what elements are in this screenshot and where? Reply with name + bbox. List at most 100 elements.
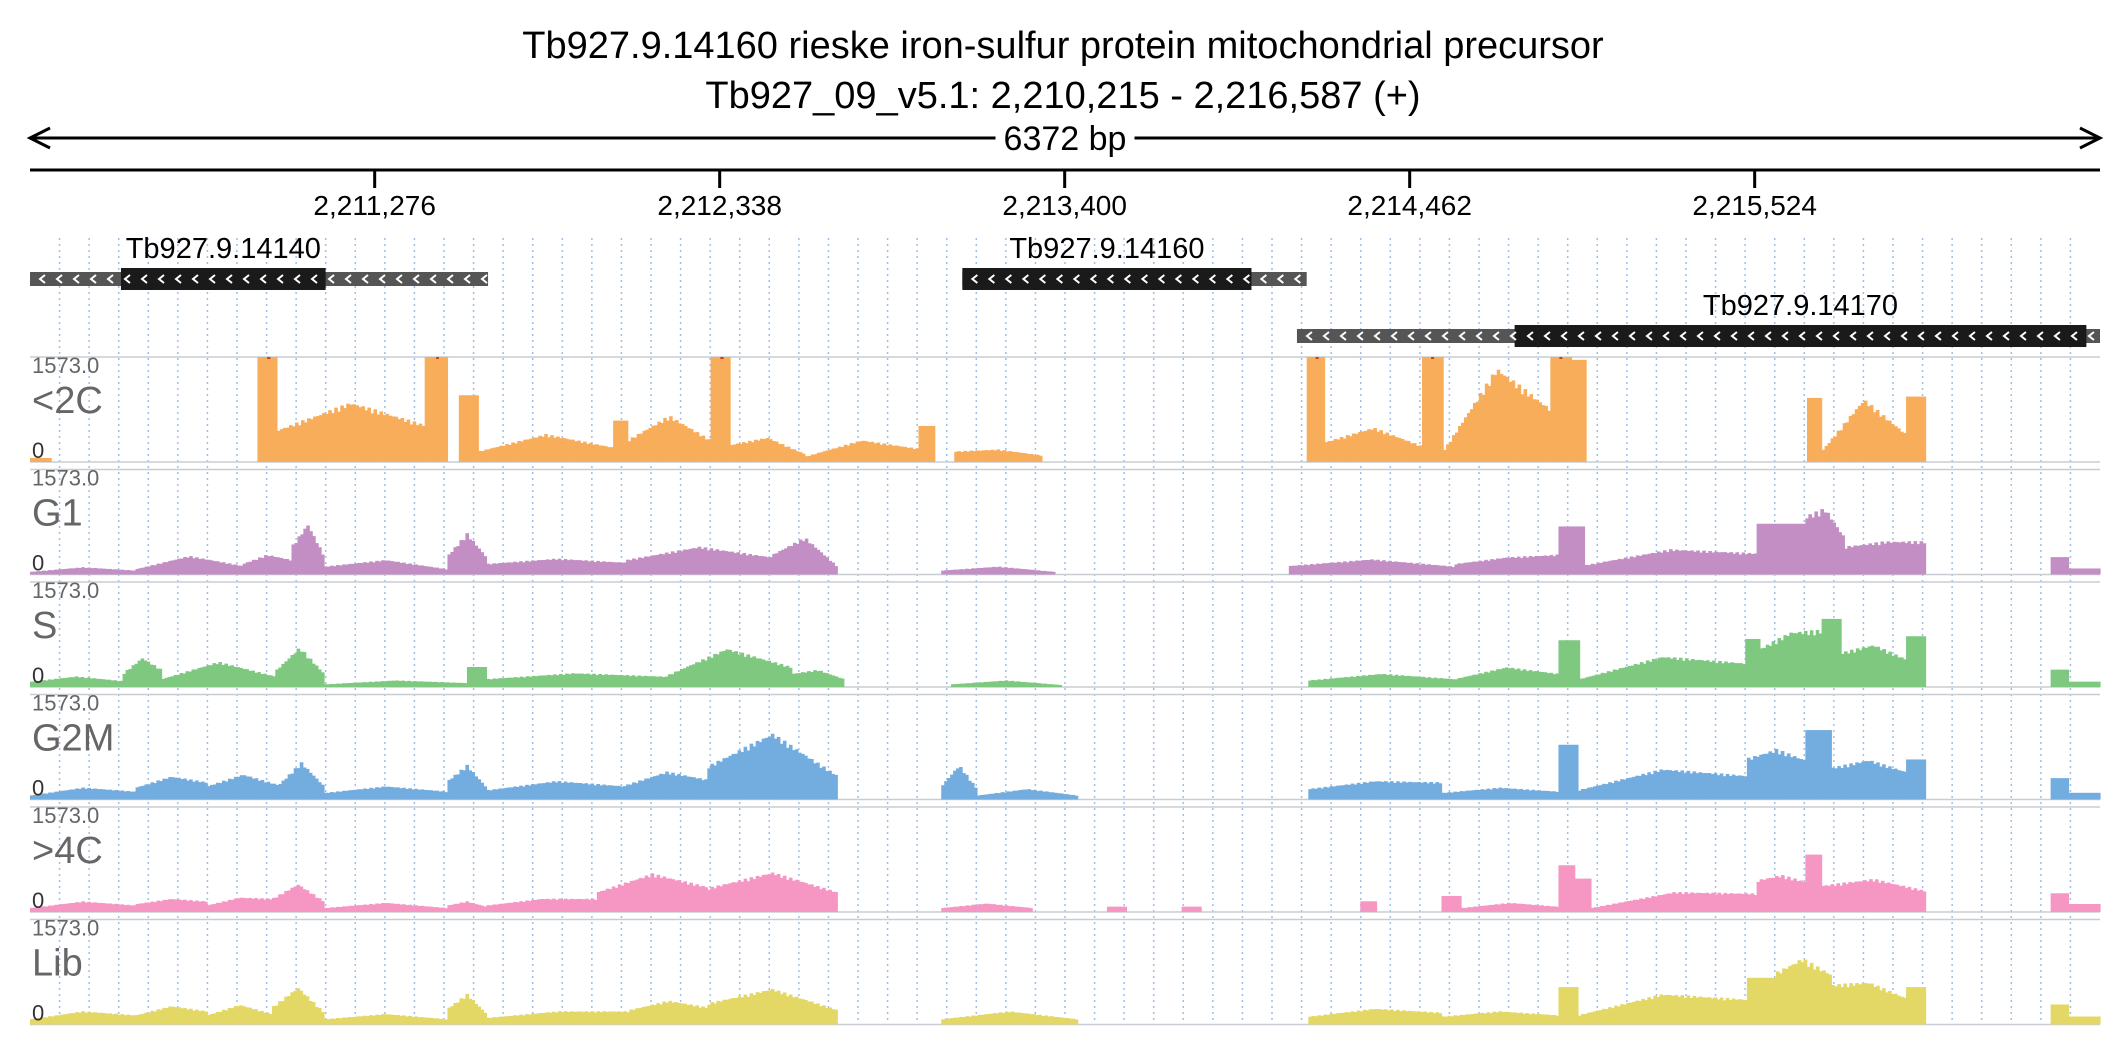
coverage-bar <box>1546 790 1551 800</box>
coverage-bar <box>1814 511 1818 575</box>
coverage-bar <box>1450 1016 1455 1025</box>
coverage-bar <box>1549 672 1554 687</box>
coverage-bar <box>1780 875 1785 912</box>
coverage-bar <box>1848 415 1853 462</box>
coverage-bar <box>1650 999 1654 1025</box>
coverage-bar <box>1460 563 1465 575</box>
coverage-bar <box>632 1009 636 1025</box>
coverage-bar <box>210 1013 214 1025</box>
coverage-bar <box>1350 1011 1355 1025</box>
coverage-bar <box>710 886 714 912</box>
coverage-bar <box>1897 428 1901 462</box>
coverage-bar <box>267 357 271 462</box>
coverage-bar <box>563 559 568 575</box>
coverage-bar <box>408 563 412 575</box>
coverage-bar <box>1650 774 1654 800</box>
coverage-bar <box>1400 562 1404 575</box>
coverage-bar <box>819 670 823 687</box>
coverage-bar <box>577 673 581 687</box>
coverage-bar <box>59 678 64 687</box>
coverage-bar <box>1821 885 1826 912</box>
strand-chevron <box>2070 331 2078 341</box>
coverage-bar <box>608 785 612 800</box>
coverage-bar <box>1342 438 1347 462</box>
coverage-bar <box>1873 763 1877 800</box>
coverage-bar <box>186 780 190 800</box>
coverage-bar <box>1020 907 1024 912</box>
coverage-bar <box>415 425 420 462</box>
coverage-bar <box>1321 357 1326 462</box>
coverage-bar <box>2065 1004 2070 1025</box>
coverage-bar <box>1587 565 1592 575</box>
coverage-bar <box>647 1006 651 1025</box>
coverage-bar <box>1320 679 1324 687</box>
coverage-bar <box>813 1003 817 1025</box>
coverage-bar <box>33 457 37 462</box>
coverage-bar <box>1320 1015 1325 1025</box>
coverage-bar <box>1033 570 1038 575</box>
coverage-bar <box>604 674 609 687</box>
coverage-bar <box>1846 653 1851 687</box>
coverage-bar <box>674 775 678 800</box>
strand-chevron <box>259 274 267 284</box>
coverage-bar <box>408 904 412 912</box>
coverage-bar <box>686 1004 690 1025</box>
coverage-bar <box>248 897 252 912</box>
coverage-bar <box>1872 881 1876 912</box>
coverage-bar <box>650 776 654 800</box>
coverage-bar <box>69 902 73 912</box>
coverage-bar <box>1561 526 1565 575</box>
coverage-bar <box>1746 977 1751 1025</box>
coverage-bar <box>186 900 190 912</box>
coverage-bar <box>1759 754 1763 800</box>
coverage-bar <box>1531 789 1536 800</box>
axis-tick-label: 2,211,276 <box>313 190 436 221</box>
coverage-bar <box>797 752 802 800</box>
coverage-bar <box>375 903 379 912</box>
coverage-bar <box>320 672 325 687</box>
coverage-bar <box>1738 893 1743 912</box>
coverage-bar <box>1708 893 1713 912</box>
coverage-bar <box>743 746 748 800</box>
coverage-bar <box>287 996 291 1025</box>
coverage-bar <box>447 554 452 575</box>
coverage-bar <box>831 675 836 687</box>
coverage-bar <box>1294 565 1299 575</box>
coverage-bar <box>287 658 292 687</box>
coverage-bar <box>1380 1009 1385 1025</box>
coverage-bar <box>1403 676 1408 687</box>
coverage-bar <box>691 548 696 575</box>
coverage-bar <box>1791 964 1796 1025</box>
coverage-bar <box>719 761 724 800</box>
coverage-bar <box>638 877 643 912</box>
coverage-bar <box>1504 1011 1509 1025</box>
coverage-bar <box>1665 769 1670 800</box>
coverage-bar <box>804 755 808 800</box>
coverage-bar <box>751 555 756 575</box>
coverage-bar <box>825 557 830 575</box>
strand-chevron <box>1849 331 1857 341</box>
coverage-bar <box>734 882 739 912</box>
coverage-bar <box>531 675 536 687</box>
coverage-bar <box>1824 618 1829 687</box>
coverage-bar <box>272 783 277 800</box>
coverage-bar <box>584 1011 589 1025</box>
coverage-bar <box>416 681 420 687</box>
coverage-bar <box>819 767 823 800</box>
coverage-bar <box>950 1018 954 1025</box>
coverage-bar <box>566 782 571 800</box>
coverage-bar <box>135 1015 140 1025</box>
coverage-bar <box>144 784 149 800</box>
coverage-bar <box>2050 1004 2055 1025</box>
strand-chevron <box>157 274 165 284</box>
coverage-bar <box>728 883 733 912</box>
coverage-bar <box>233 666 237 687</box>
coverage-bar <box>477 779 482 800</box>
coverage-bar <box>1639 662 1644 687</box>
coverage-bar <box>1847 545 1851 575</box>
coverage-bar <box>564 898 568 912</box>
coverage-bar <box>1746 757 1751 800</box>
coverage-bar <box>36 907 40 912</box>
coverage-bar <box>1003 792 1008 800</box>
coverage-bar <box>822 887 826 912</box>
